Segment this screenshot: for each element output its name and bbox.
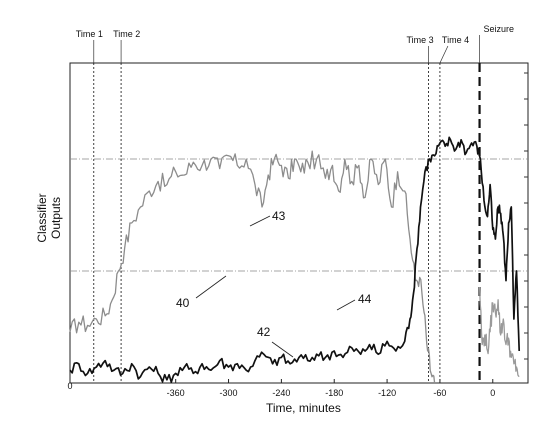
y-axis-label: ClassifierOutputs	[35, 193, 63, 242]
callout-leader	[336, 299, 356, 311]
x-tick-label: -240	[272, 388, 290, 398]
callout-leader	[271, 341, 294, 358]
x-tick-label: 0	[490, 388, 495, 398]
event-leader	[439, 45, 449, 64]
x-axis-label: Time, minutes	[266, 401, 341, 415]
plot-frame	[69, 62, 529, 384]
threshold-label: 43	[272, 209, 286, 223]
series-line	[69, 150, 436, 384]
origin-label: 0	[67, 381, 72, 391]
event-label: Time 3	[406, 35, 433, 45]
event-label: Time 1	[76, 29, 103, 39]
event-label: Time 4	[442, 35, 469, 45]
x-tick-label: -180	[325, 388, 343, 398]
x-tick-label: -120	[378, 388, 396, 398]
threshold-label: 44	[358, 292, 372, 306]
x-tick-label: -360	[167, 388, 185, 398]
event-label: Time 2	[113, 29, 140, 39]
series-line	[478, 286, 520, 378]
callout-leader	[195, 275, 227, 299]
callout-leader	[249, 215, 271, 227]
series-label: 42	[257, 325, 271, 339]
series-line	[69, 136, 521, 383]
x-tick-label: -60	[433, 388, 446, 398]
event-label: Seizure	[484, 24, 515, 34]
x-tick-label: -300	[220, 388, 238, 398]
series-label: 40	[176, 296, 190, 310]
